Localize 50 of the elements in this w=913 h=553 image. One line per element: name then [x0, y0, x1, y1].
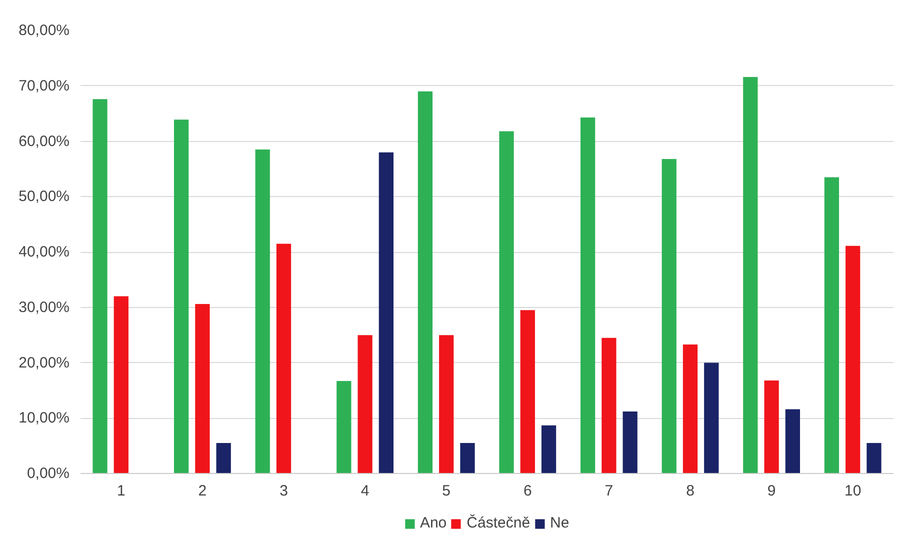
y-tick-label: 0,00%: [26, 465, 70, 482]
y-tick-label: 80,00%: [18, 22, 70, 39]
bar: [92, 99, 108, 474]
legend-label: Ano: [420, 514, 447, 532]
bar: [785, 409, 800, 474]
legend-label: Částečně: [466, 514, 530, 532]
bar: [541, 425, 556, 474]
bar: [602, 338, 616, 474]
x-tick-label: 5: [442, 482, 451, 500]
x-tick-label: 6: [523, 482, 532, 500]
bar: [174, 120, 189, 474]
bar: [846, 246, 860, 474]
x-tick-label: 9: [767, 482, 776, 500]
bar: [743, 77, 758, 474]
bar: [276, 244, 292, 474]
x-tick-label: 3: [280, 482, 288, 500]
bar: [418, 91, 433, 474]
bar: [682, 344, 698, 474]
x-tick-label: 7: [604, 482, 614, 500]
bar: [520, 310, 535, 474]
bar: [499, 131, 514, 474]
x-tick-label: 1: [116, 482, 126, 500]
x-tick-label: 8: [686, 482, 694, 500]
x-tick-label: 2: [198, 482, 207, 500]
bar: [622, 411, 638, 474]
y-tick-label: 30,00%: [18, 298, 70, 316]
x-tick-label: 10: [844, 482, 862, 500]
bar: [704, 362, 719, 474]
y-tick-label: 20,00%: [18, 354, 70, 372]
legend-label: Ne: [550, 514, 570, 532]
bar: [216, 443, 231, 474]
y-tick-label: 40,00%: [18, 244, 70, 260]
bar: [580, 117, 596, 474]
bar: [662, 158, 676, 474]
bar: [255, 150, 270, 474]
bar: [439, 335, 454, 474]
y-tick-label: 10,00%: [18, 410, 70, 427]
bar: [114, 296, 128, 474]
bar: [824, 177, 840, 474]
bar: [195, 304, 210, 474]
bar: [358, 335, 372, 474]
bar: [336, 381, 352, 474]
bar: [378, 152, 394, 474]
bar: [460, 443, 475, 474]
bar: [866, 443, 882, 474]
y-tick-label: 70,00%: [18, 77, 70, 94]
bar: [764, 380, 779, 474]
x-tick-label: 4: [360, 482, 370, 500]
y-tick-label: 50,00%: [18, 188, 70, 206]
y-tick-label: 60,00%: [18, 132, 70, 150]
